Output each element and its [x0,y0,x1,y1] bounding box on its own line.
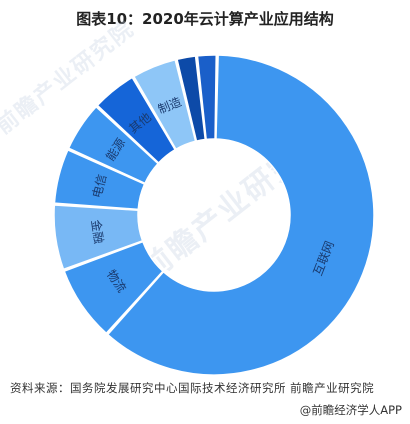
donut-slices [53,54,375,375]
donut-slice-3 [53,148,146,211]
donut-slice-8 [196,54,218,141]
donut-slice-0 [106,54,375,375]
donut-slice-2 [53,204,144,271]
donut-label-3: 电信 [90,173,109,200]
donut-slice-6 [132,58,197,151]
footer-credit: @前瞻经济学人APP [299,403,402,417]
donut-slice-7 [176,55,207,142]
donut-slice-4 [67,105,160,185]
chart-title: 图表10：2020年云计算产业应用结构 [76,10,334,28]
donut-slice-5 [96,76,177,164]
donut-slice-1 [63,240,164,335]
source-note: 资料来源：国务院发展研究中心国际技术经济研究所 前瞻产业研究院 [10,381,375,395]
donut-label-2: 金融 [89,219,107,245]
